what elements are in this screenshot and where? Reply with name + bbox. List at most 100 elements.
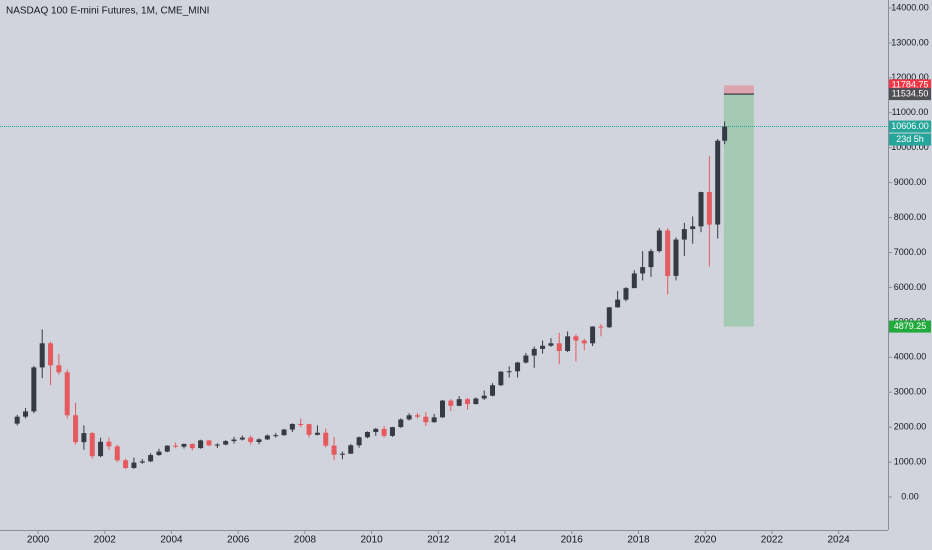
- candle-body: [206, 440, 212, 446]
- y-tick-label: 7000.00: [894, 247, 927, 257]
- candle-body: [556, 343, 562, 351]
- candle-body: [89, 433, 95, 457]
- candle-body: [598, 326, 604, 328]
- candle-body: [423, 416, 429, 423]
- x-tick-label: 2020: [694, 535, 717, 546]
- candle-body: [698, 192, 704, 227]
- candle-body: [48, 343, 54, 366]
- x-tick-label: 2010: [360, 535, 383, 546]
- candle-body: [348, 445, 354, 454]
- candle-body: [264, 435, 270, 440]
- candle-body: [323, 432, 329, 446]
- chart-title: NASDAQ 100 E-mini Futures, 1M, CME_MINI: [6, 6, 209, 17]
- x-tick-label: 2016: [561, 535, 584, 546]
- candle-body: [223, 441, 229, 445]
- y-tick-label: 11000.00: [892, 107, 929, 117]
- candle-body: [531, 348, 537, 356]
- candle-body: [173, 445, 179, 447]
- candle-body: [139, 461, 145, 463]
- candle-body: [565, 336, 571, 351]
- target-price-box: [889, 320, 931, 333]
- candle-body: [331, 445, 337, 455]
- candle-body: [306, 424, 312, 435]
- last-price-label: 10606.00: [891, 121, 929, 131]
- candle-body: [289, 423, 295, 430]
- y-tick-label: 2000.00: [894, 422, 927, 432]
- y-tick-label: 9000.00: [894, 177, 927, 187]
- x-tick-label: 2008: [294, 535, 317, 546]
- x-tick-label: 2002: [94, 535, 117, 546]
- candle-body: [681, 229, 687, 240]
- candle-body: [648, 251, 654, 268]
- candle-body: [131, 462, 137, 469]
- candle-body: [548, 343, 554, 346]
- candle-body: [515, 362, 521, 372]
- candle-body: [81, 433, 87, 443]
- candle-body: [722, 126, 728, 141]
- candle-body: [314, 432, 320, 435]
- stop-price-label: 11784.75: [892, 80, 929, 90]
- candle-body: [690, 226, 696, 230]
- candle-body: [198, 440, 204, 449]
- candle-body: [573, 336, 579, 341]
- candle-body: [673, 239, 679, 276]
- candle-body: [406, 415, 412, 420]
- candle-body: [356, 437, 362, 446]
- candle-body: [256, 439, 262, 442]
- candle-body: [506, 371, 512, 373]
- countdown-box: [889, 133, 931, 146]
- candle-body: [523, 355, 529, 363]
- candle-body: [273, 435, 279, 437]
- x-tick-label: 2022: [761, 535, 784, 546]
- candle-body: [181, 443, 187, 447]
- candle-body: [164, 445, 170, 452]
- y-tick-label: 14000.00: [891, 2, 929, 12]
- target-price-label: 4879.25: [894, 321, 927, 331]
- candle-body: [248, 437, 254, 442]
- y-tick-label: 1000.00: [894, 456, 927, 466]
- x-tick-label: 2014: [494, 535, 517, 546]
- candle-body: [631, 273, 637, 289]
- candle-body: [73, 415, 79, 443]
- candle-body: [373, 428, 379, 433]
- candle-body: [148, 455, 154, 462]
- y-tick-label: 3000.00: [894, 387, 927, 397]
- entry-price-label: 11534.50: [892, 88, 929, 98]
- x-tick-label: 2000: [27, 535, 50, 546]
- candle-body: [339, 453, 345, 455]
- candle-body: [623, 288, 629, 300]
- candle-body: [14, 416, 20, 424]
- candle-body: [439, 400, 445, 418]
- candle-body: [23, 411, 29, 417]
- candle-body: [114, 446, 120, 461]
- candle-body: [39, 343, 45, 368]
- candle-body: [214, 444, 220, 446]
- candle-body: [231, 439, 237, 442]
- candle-body: [481, 395, 487, 399]
- candle-body: [590, 326, 596, 344]
- last-price-box: [889, 120, 931, 133]
- candle-body: [615, 299, 621, 308]
- candle-body: [606, 307, 612, 328]
- candle-body: [465, 399, 471, 405]
- candle-body: [364, 432, 370, 438]
- countdown-label: 23d 5h: [896, 134, 924, 144]
- candle-body: [448, 400, 454, 406]
- candle-body: [473, 398, 479, 405]
- candle-body: [106, 441, 112, 447]
- candle-body: [640, 267, 646, 274]
- x-tick-label: 2004: [160, 535, 183, 546]
- candle-body: [581, 340, 587, 344]
- x-tick-label: 2018: [627, 535, 650, 546]
- y-tick-label: 6000.00: [894, 282, 927, 292]
- candle-body: [665, 230, 671, 276]
- candle-body: [56, 365, 62, 373]
- y-tick-label: 4000.00: [894, 352, 927, 362]
- target-zone: [723, 94, 754, 327]
- candle-body: [98, 441, 104, 457]
- x-tick-label: 2006: [227, 535, 250, 546]
- candle-body: [298, 423, 304, 425]
- y-tick-label: 12000.00: [891, 72, 929, 82]
